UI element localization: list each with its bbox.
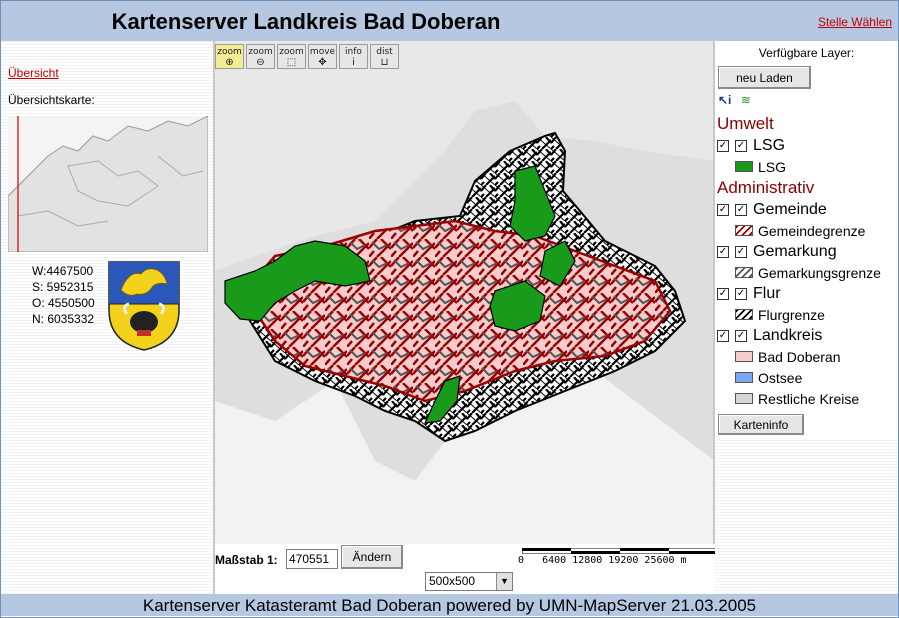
legend-swatch [735, 372, 753, 383]
layer-visible-checkbox[interactable]: ✓ [717, 245, 729, 258]
layers-icon[interactable]: ≋ [740, 93, 751, 107]
coat-of-arms-icon [107, 260, 181, 352]
tool-label: zoom [279, 47, 304, 57]
tool-label: info [345, 47, 362, 57]
scale-label: Maßstab 1: [215, 553, 278, 567]
coord-west: W:4467500 [32, 264, 94, 278]
map-toolbar: zoom ⊕ zoom ⊖ zoom ⬚ move ✥ info i dist ⊔ [215, 44, 399, 70]
chevron-down-icon[interactable]: ▼ [496, 573, 512, 590]
stelle-waehlen-link[interactable]: Stelle Wählen [817, 15, 892, 29]
legend-label: Bad Doberan [758, 348, 841, 365]
coord-north: N: 6035332 [32, 312, 95, 326]
layer-row: ✓ ✓ Gemeinde [717, 199, 898, 220]
legend-item: LSG [717, 156, 898, 177]
info-icon: i [352, 57, 355, 68]
tool-move-button[interactable]: move ✥ [308, 44, 337, 69]
legend-label: LSG [758, 158, 787, 175]
zoom-in-icon: ⊕ [225, 57, 234, 68]
footer-bar: Kartenserver Katasteramt Bad Doberan pow… [1, 594, 898, 616]
legend-label: Gemarkungsgrenze [758, 264, 881, 281]
page-title: Kartenserver Landkreis Bad Doberan [111, 9, 501, 34]
layer-visible-checkbox[interactable]: ✓ [717, 139, 729, 152]
layer-row: ✓ ✓ Flur [717, 283, 898, 304]
layer-name: Gemarkung [753, 242, 837, 260]
tool-zoom-in-button[interactable]: zoom ⊕ [215, 44, 244, 69]
tool-label: dist [376, 47, 393, 57]
legend-swatch [735, 351, 753, 362]
layer-query-checkbox[interactable]: ✓ [735, 329, 747, 342]
overview-map[interactable] [8, 116, 208, 252]
legend-swatch [735, 309, 753, 320]
scale-input[interactable] [286, 549, 338, 569]
legend-swatch [735, 225, 753, 236]
karteninfo-button[interactable]: Karteninfo [718, 414, 804, 435]
tool-zoom-box-button[interactable]: zoom ⬚ [277, 44, 306, 69]
main-map[interactable] [215, 41, 715, 544]
legend-label: Restliche Kreise [758, 390, 860, 407]
layer-row: ✓ ✓ Landkreis [717, 325, 898, 346]
tool-label: zoom [217, 47, 242, 57]
legend-item: Flurgrenze [717, 304, 898, 325]
layer-query-checkbox[interactable]: ✓ [735, 139, 747, 152]
legend-item: Restliche Kreise [717, 388, 898, 409]
layer-query-checkbox[interactable]: ✓ [735, 287, 747, 300]
legend-swatch [735, 393, 753, 404]
legend-label: Flurgrenze [758, 306, 825, 323]
distance-icon: ⊔ [380, 57, 389, 68]
overview-label: Übersichtskarte: [8, 93, 95, 107]
legend-item: Ostsee [717, 367, 898, 388]
move-icon: ✥ [318, 57, 327, 68]
legend-label: Ostsee [758, 369, 803, 386]
tool-label: zoom [248, 47, 273, 57]
scale-bar [522, 548, 718, 554]
zoom-out-icon: ⊖ [256, 57, 265, 68]
layer-panel-title: Verfügbare Layer: [758, 46, 855, 60]
select-query-icon[interactable]: ↖i [718, 93, 732, 107]
tool-zoom-out-button[interactable]: zoom ⊖ [246, 44, 275, 69]
map-size-value: 500x500 [429, 574, 476, 588]
legend-item: Gemeindegrenze [717, 220, 898, 241]
layer-group-title: Umwelt [717, 114, 774, 133]
layer-name: Landkreis [753, 326, 823, 344]
legend-label: Gemeindegrenze [758, 222, 866, 239]
coord-east: O: 4550500 [32, 296, 95, 310]
layer-visible-checkbox[interactable]: ✓ [717, 287, 729, 300]
tool-info-button[interactable]: info i [339, 44, 368, 69]
map-size-select[interactable]: 500x500 ▼ [425, 572, 513, 591]
aendern-button[interactable]: Ändern [341, 545, 403, 569]
header-bar: Kartenserver Landkreis Bad Doberan Stell… [1, 1, 898, 41]
tool-label: move [309, 47, 336, 57]
legend-item: Bad Doberan [717, 346, 898, 367]
left-sidebar: Übersicht Übersichtskarte: W:4467500 S: … [1, 41, 213, 594]
layer-query-checkbox[interactable]: ✓ [735, 203, 747, 216]
zoom-box-icon: ⬚ [286, 57, 297, 68]
layer-name: Flur [753, 284, 781, 302]
coordinate-readout: W:4467500 S: 5952315 O: 4550500 N: 60353… [32, 263, 95, 327]
layer-panel: Verfügbare Layer: neu Laden ↖i ≋ Umwelt ✓… [715, 41, 898, 594]
legend-swatch [735, 267, 753, 278]
tool-distance-button[interactable]: dist ⊔ [370, 44, 399, 69]
layer-visible-checkbox[interactable]: ✓ [717, 329, 729, 342]
scale-ticks: 0 6400 12800 19200 25600 m [518, 555, 687, 566]
legend-item: Gemarkungsgrenze [717, 262, 898, 283]
left-divider [213, 41, 215, 594]
layer-visible-checkbox[interactable]: ✓ [717, 203, 729, 216]
layer-panel-background [715, 439, 898, 594]
right-divider [713, 41, 715, 594]
legend-swatch [735, 161, 753, 172]
layer-query-checkbox[interactable]: ✓ [735, 245, 747, 258]
layer-row: ✓ ✓ Gemarkung [717, 241, 898, 262]
layer-mode-icons: ↖i ≋ [718, 93, 751, 107]
layer-name: Gemeinde [753, 200, 827, 218]
scale-panel: Maßstab 1: Ändern 0 6400 12800 19200 256… [215, 544, 718, 594]
layer-list: Umwelt ✓ ✓ LSG LSG Administrativ ✓ ✓ Gemeinde Gem… [717, 113, 898, 409]
coord-south: S: 5952315 [32, 280, 94, 294]
reload-button[interactable]: neu Laden [718, 66, 811, 89]
overview-link[interactable]: Übersicht [8, 66, 59, 80]
layer-name: LSG [753, 136, 786, 154]
layer-group-title: Administrativ [717, 178, 815, 197]
layer-row: ✓ ✓ LSG [717, 135, 898, 156]
